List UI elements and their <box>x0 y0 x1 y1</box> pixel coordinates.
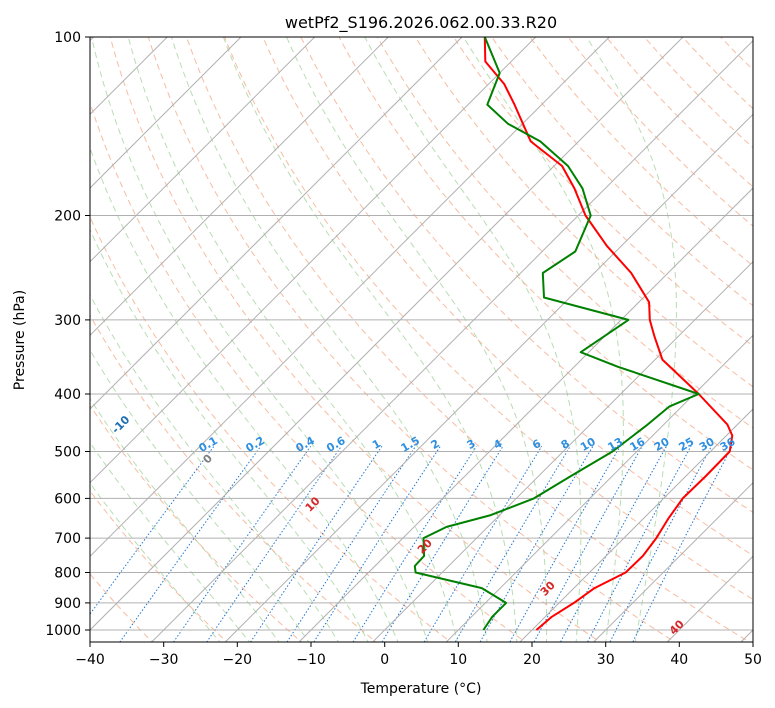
isobar-gridlines <box>90 37 753 631</box>
dry-adiabat <box>300 37 753 513</box>
mixing-ratio-line <box>119 446 262 642</box>
mixing-ratio-line <box>587 446 692 642</box>
dry-adiabat <box>224 37 753 601</box>
mixing-ratio-lines <box>90 446 733 642</box>
dry-adiabat <box>262 37 753 557</box>
y-tick-label: 600 <box>54 491 81 507</box>
x-tick-label: 40 <box>670 652 688 668</box>
mixing-ratio-line <box>533 446 643 642</box>
mixing-ratio-line <box>286 446 416 642</box>
isotherm-line <box>90 37 463 410</box>
temperature-series-line <box>483 37 734 631</box>
dewpoint-series-line <box>413 37 700 631</box>
plot-frame <box>89 36 754 643</box>
isotherm-line <box>371 260 753 642</box>
x-tick-label: 10 <box>449 652 467 668</box>
moist-adiabat <box>90 228 369 642</box>
dry-adiabat <box>491 37 753 307</box>
isotherm-line <box>592 481 753 642</box>
mixing-ratio-line <box>479 446 594 642</box>
y-tick-label: 800 <box>54 566 81 582</box>
profile-series <box>413 37 734 631</box>
y-axis-ticks: 100 200 300 400 500 600 700 800 900 1000 <box>45 30 90 639</box>
y-axis-label: Pressure (hPa) <box>12 290 28 390</box>
dry-adiabat <box>453 37 753 347</box>
moist-adiabat <box>90 146 399 642</box>
isotherm-line <box>90 37 390 337</box>
x-axis-ticks: −40 −30 −20 −10 0 10 20 30 40 50 <box>75 642 762 668</box>
isotherm-line <box>90 37 316 263</box>
dry-adiabat <box>338 37 753 471</box>
x-tick-label: 0 <box>380 652 389 668</box>
x-tick-label: 20 <box>523 652 541 668</box>
mixing-ratio-line <box>352 446 477 642</box>
mixing-ratio-line <box>609 446 712 642</box>
mixing-ratio-line <box>509 446 621 642</box>
y-tick-label: 100 <box>54 30 81 46</box>
isotherm-line <box>90 37 611 558</box>
dry-adiabat <box>185 37 751 642</box>
y-tick-label: 700 <box>54 531 81 547</box>
x-tick-label: −20 <box>223 652 253 668</box>
x-tick-label: 50 <box>744 652 762 668</box>
mixing-ratio-line <box>423 446 543 642</box>
y-tick-label: 200 <box>54 209 81 225</box>
y-tick-label: 400 <box>54 387 81 403</box>
mixing-ratio-line <box>381 446 504 642</box>
isotherm-line <box>150 39 753 642</box>
dry-adiabat <box>414 37 753 388</box>
y-tick-label: 1000 <box>45 623 81 639</box>
mixing-ratio-line <box>559 446 667 642</box>
mixing-ratio-line <box>173 446 312 642</box>
isotherm-line <box>519 408 753 642</box>
mixing-ratio-line <box>90 446 215 615</box>
chart-title: wetPf2_S196.2026.062.00.33.R20 <box>285 13 557 33</box>
mixing-ratio-line <box>313 446 441 642</box>
mixing-ratio-line <box>249 446 383 642</box>
x-tick-label: −40 <box>75 652 105 668</box>
x-axis-label: Temperature (°C) <box>360 681 482 697</box>
y-tick-label: 500 <box>54 445 81 461</box>
dry-adiabat <box>376 37 753 429</box>
isotherm-line <box>224 113 753 642</box>
isotherm-line <box>90 37 242 189</box>
isotherm-line <box>90 37 684 631</box>
x-tick-label: −30 <box>149 652 179 668</box>
x-tick-label: −10 <box>296 652 326 668</box>
x-tick-label: 30 <box>597 652 615 668</box>
mixing-ratio-line <box>206 446 342 642</box>
y-tick-label: 300 <box>54 313 81 329</box>
y-tick-label: 900 <box>54 596 81 612</box>
dry-adiabat <box>147 37 676 642</box>
isotherm-line <box>90 37 537 484</box>
isotherm-line <box>445 334 753 642</box>
